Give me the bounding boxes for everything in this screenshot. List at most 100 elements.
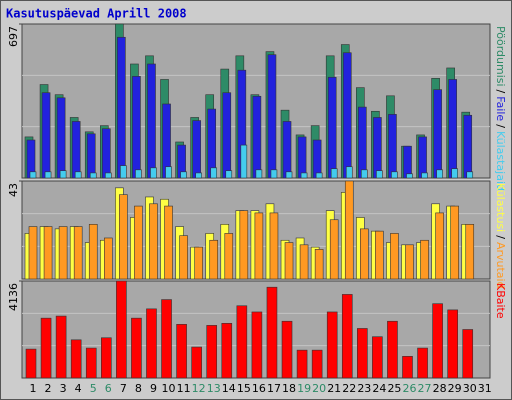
x-tick-label: 19: [297, 382, 311, 395]
bar: [161, 299, 172, 379]
bar: [146, 308, 157, 379]
bar: [209, 239, 219, 280]
legend-separator: /: [494, 90, 507, 94]
bar: [117, 36, 126, 179]
bar: [116, 280, 127, 379]
x-tick-label: 20: [312, 382, 326, 395]
bar: [134, 205, 143, 280]
bar: [252, 95, 262, 179]
legend: KBaite: [494, 283, 507, 319]
bar: [361, 169, 368, 179]
bar: [311, 349, 323, 379]
bar: [73, 226, 83, 280]
bar: [375, 230, 384, 280]
bar: [270, 169, 278, 179]
bar: [251, 311, 263, 379]
x-tick-label: 18: [282, 382, 296, 395]
bar: [86, 133, 96, 179]
bar: [88, 224, 98, 280]
x-tick-label: 6: [105, 382, 112, 395]
x-tick-label: 1: [30, 382, 37, 395]
x-tick-label: 30: [463, 382, 477, 395]
y-tick-label: 697: [7, 26, 20, 47]
bar: [58, 226, 68, 280]
bar: [25, 348, 37, 379]
bar: [180, 171, 187, 179]
bar: [451, 168, 458, 179]
bar: [420, 239, 429, 280]
bar: [105, 172, 112, 179]
legend-entry: Külastajaid: [494, 131, 507, 191]
bar: [329, 219, 339, 280]
bar: [102, 128, 111, 179]
bar: [315, 172, 323, 179]
bar: [357, 328, 368, 379]
bar: [131, 317, 142, 379]
bar: [119, 194, 128, 280]
legend: Külastusi / Arvutaid: [494, 183, 507, 289]
x-tick-label: 3: [60, 382, 67, 395]
legend-entry: Külastusi: [494, 183, 507, 232]
bar: [43, 226, 53, 280]
x-tick-label: 11: [177, 382, 191, 395]
bar: [282, 121, 292, 179]
y-tick-label: 43: [7, 183, 20, 197]
bar: [405, 244, 414, 280]
bar: [391, 171, 398, 179]
bar: [436, 169, 443, 179]
bar: [341, 294, 353, 379]
bar: [345, 166, 353, 179]
bar: [421, 172, 428, 179]
bar: [448, 79, 457, 179]
chart-title: Kasutuspäevad Aprill 2008: [6, 7, 187, 21]
bar: [435, 212, 444, 280]
x-tick-label: 28: [433, 382, 447, 395]
bar: [195, 172, 202, 179]
bar: [149, 203, 158, 280]
bar: [285, 171, 293, 179]
x-tick-label: 24: [372, 382, 386, 395]
bar: [433, 89, 442, 179]
bar: [297, 136, 307, 179]
x-tick-label: 7: [120, 382, 127, 395]
bar: [191, 346, 202, 379]
legend-entry: KBaite: [494, 283, 507, 319]
bar: [29, 171, 37, 179]
bar: [372, 336, 383, 379]
bar: [165, 166, 172, 179]
bar: [373, 117, 382, 179]
legend-separator: /: [494, 124, 507, 128]
bar: [296, 349, 308, 379]
x-tick-label: 23: [357, 382, 371, 395]
bar: [192, 120, 201, 179]
bar: [432, 303, 443, 379]
x-tick-label: 8: [135, 382, 142, 395]
bar: [387, 320, 398, 379]
x-tick-label: 26: [403, 382, 417, 395]
bar: [344, 180, 354, 280]
bar: [101, 337, 112, 379]
bar: [417, 347, 428, 379]
bar: [224, 233, 234, 280]
x-tick-label: 17: [267, 382, 281, 395]
y-tick-label: 4136: [7, 283, 20, 311]
bar: [299, 244, 309, 280]
bar: [388, 114, 397, 179]
bar: [40, 317, 52, 379]
bar: [463, 114, 473, 179]
bar: [447, 309, 458, 379]
bar: [269, 212, 279, 280]
x-tick-label: 25: [387, 382, 401, 395]
bar: [85, 347, 97, 379]
x-tick-label: 9: [150, 382, 157, 395]
bar: [312, 139, 322, 179]
bar: [120, 165, 127, 179]
bar: [376, 170, 383, 179]
bar: [266, 286, 278, 379]
x-tick-label: 21: [327, 382, 341, 395]
bar: [403, 145, 412, 179]
bar: [236, 305, 248, 379]
x-tick-label: 22: [342, 382, 356, 395]
bar: [164, 205, 173, 280]
